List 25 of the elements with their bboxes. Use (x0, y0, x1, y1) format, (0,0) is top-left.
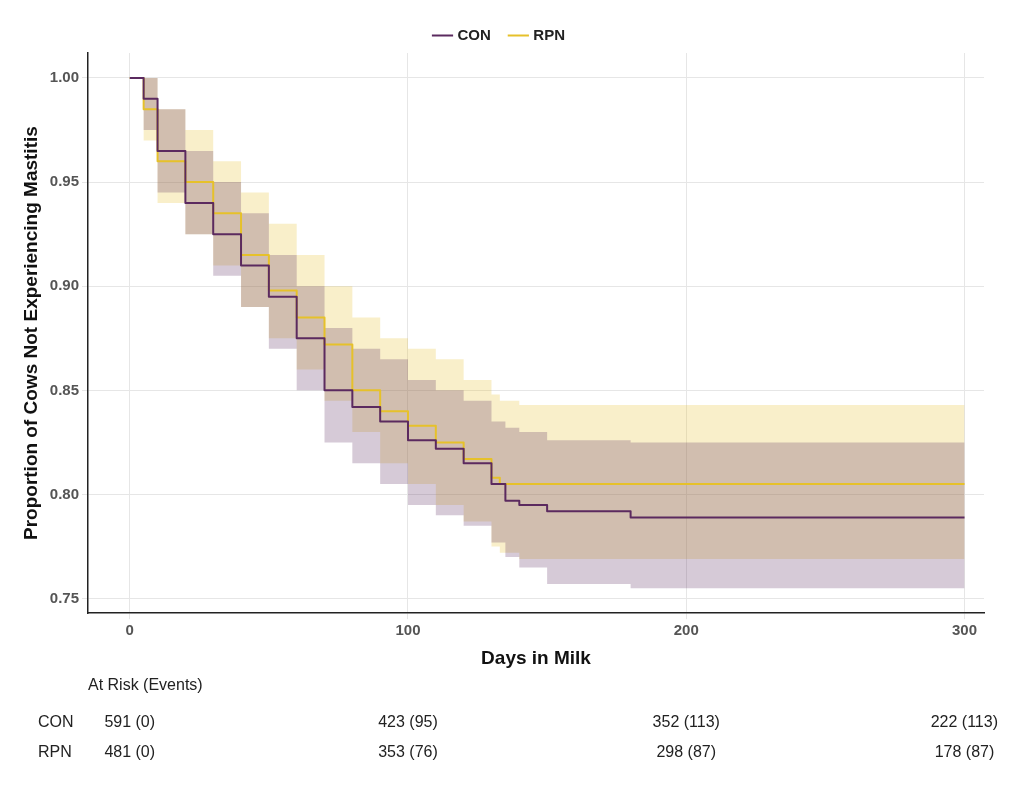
y-tick-label: 0.90 (49, 276, 79, 294)
x-tick-label: 200 (673, 621, 699, 639)
x-tick-label: 100 (395, 621, 421, 639)
text: 591 (0) (104, 712, 156, 730)
text: 222 (113) (930, 712, 998, 730)
y-axis-title: Proportion of Cows Not Experiencing Mastitis (19, 126, 41, 541)
text: 423 (95) (378, 712, 438, 730)
legend-label: CON (457, 25, 491, 43)
text: 353 (76) (378, 742, 438, 760)
text: RPN (38, 742, 72, 760)
y-tick-label: 0.85 (49, 380, 79, 398)
x-axis-title: Days in Milk (481, 646, 592, 668)
y-tick-label: 0.80 (49, 484, 79, 502)
y-tick-label: 0.75 (49, 588, 79, 606)
text: CON (38, 712, 74, 730)
text: 178 (87) (934, 742, 995, 760)
legend-label: RPN (533, 25, 565, 43)
text: 352 (113) (652, 712, 720, 730)
x-tick-label: 0 (125, 621, 134, 639)
text: 298 (87) (656, 742, 717, 760)
y-tick-label: 0.95 (49, 172, 79, 190)
text: At Risk (Events) (88, 675, 203, 693)
x-tick-label: 300 (952, 621, 978, 639)
y-tick-label: 1.00 (49, 68, 79, 86)
text: 481 (0) (104, 742, 156, 760)
